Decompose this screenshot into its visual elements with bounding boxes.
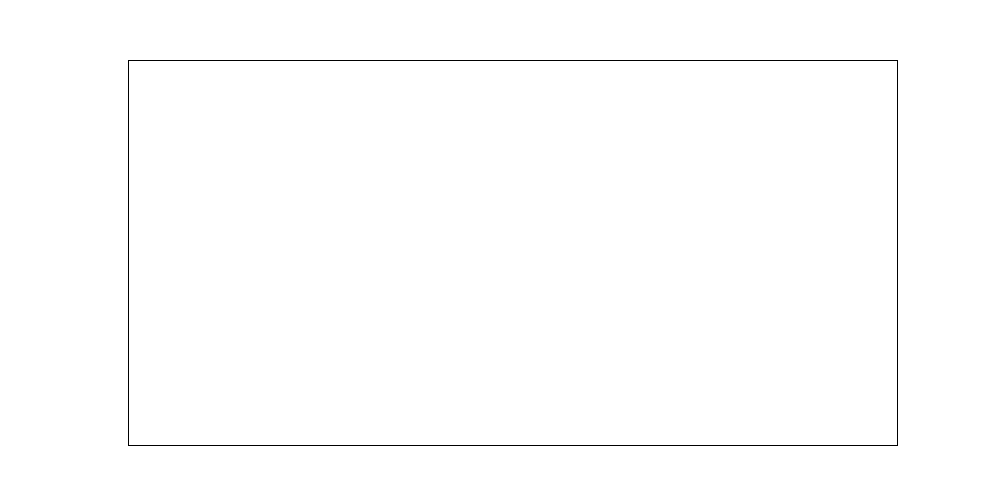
wordcloud-canvas [129,61,898,446]
wordcloud-frame [128,60,898,446]
